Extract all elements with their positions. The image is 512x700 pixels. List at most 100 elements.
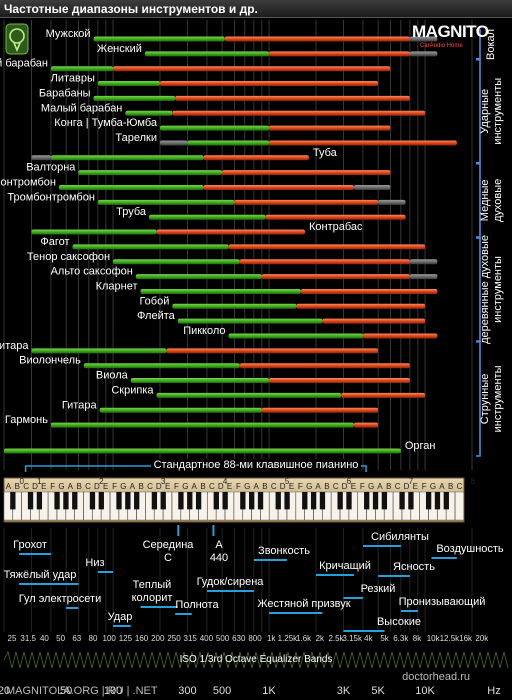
iso-equalizer-bands: 25 31.5 40 50 63 80 100 125 160 200 250 315 400 500 63… <box>3 634 509 669</box>
piano-note-letter: F <box>112 482 117 491</box>
piano-note-letter: F <box>236 482 241 491</box>
bar-harmonics <box>222 170 391 176</box>
piano-black-key <box>72 492 78 510</box>
instrument-label: Барабаны <box>39 87 91 99</box>
instrument-label: Басс тромбонтромбон <box>0 177 56 189</box>
piano-black-key <box>434 492 441 510</box>
piano-note-letter: C <box>209 482 215 491</box>
bar-fundamental <box>156 392 342 398</box>
piano-black-key <box>187 492 193 510</box>
iso-band-label: 160 <box>135 634 149 643</box>
piano-note-letter: F <box>360 482 365 491</box>
annotations: Грохот Тяжёлый удар Низ Гул электросети Удар… <box>4 525 504 632</box>
instrument-label: Скрипка <box>111 384 154 396</box>
piano-octave-number: 2 <box>99 477 104 486</box>
instrument-label: Гармонь <box>5 414 48 426</box>
bar-fundamental <box>97 81 160 87</box>
iso-band-label: 12.5k <box>440 634 461 643</box>
piano-octave-number: 5 <box>285 477 290 486</box>
bar-fundamental <box>50 155 204 161</box>
bar-harmonics <box>113 66 391 72</box>
piano-note-letter: G <box>368 482 374 491</box>
group-label: инструменты <box>492 256 504 323</box>
bar-extended <box>160 140 188 146</box>
annotation-label: Пронизывающий <box>399 596 486 608</box>
bar-fundamental <box>177 318 323 324</box>
piano-note-letter: D <box>404 482 410 491</box>
iso-band-label: 315 <box>184 634 198 643</box>
piano-note-letter: G <box>182 482 188 491</box>
footer-left-text: MAGNITOLA.ORG | RU | .NET <box>6 685 158 697</box>
iso-band-label: 800 <box>248 634 262 643</box>
piano-note-letter: C <box>333 482 339 491</box>
group-label: инструменты <box>492 78 504 145</box>
instrument-label: Литавры <box>51 73 95 85</box>
piano-note-letter: C <box>85 482 91 491</box>
bar-harmonics <box>175 95 410 101</box>
x-unit-label: Hz <box>487 685 500 697</box>
annotation-label: Звонкость <box>258 545 310 557</box>
x-tick-label: 500 <box>213 685 231 697</box>
bar-harmonics <box>322 318 426 324</box>
group-bracket <box>476 341 481 457</box>
piano-note-letter: B <box>200 482 205 491</box>
bar-extended <box>409 36 438 42</box>
window-titlebar: Частотные диапазоны инструментов и др. <box>0 0 512 18</box>
piano-black-key <box>249 492 255 510</box>
group-label: Ударные <box>479 89 491 134</box>
piano-octave-number: 6 <box>347 477 352 486</box>
iso-band-label: 1k <box>267 634 276 643</box>
iso-band-label: 8k <box>413 634 422 643</box>
piano-note-letter: A <box>130 482 136 491</box>
iso-band-label: 31.5 <box>20 634 36 643</box>
instrument-label: Гитара <box>62 399 98 411</box>
piano-note-letter: E <box>351 482 356 491</box>
bar-harmonics <box>296 303 426 309</box>
x-tick-label: 100 <box>104 685 122 697</box>
instrument-label: Валторна <box>26 162 76 174</box>
piano-note-letter: F <box>174 482 179 491</box>
annotation-label: 440 <box>210 552 228 564</box>
instrument-label: Тенор саксофон <box>27 251 110 263</box>
piano-note-letter: E <box>289 482 294 491</box>
piano-black-key <box>10 492 16 510</box>
bar-fundamental <box>50 66 114 72</box>
instrument-label: Мужской <box>46 28 91 40</box>
x-tick-label: 5K <box>371 685 385 697</box>
annotation-label: Воздушность <box>436 543 504 555</box>
piano-note-letter: G <box>430 482 436 491</box>
piano-black-key <box>222 492 228 510</box>
group-label: духовые <box>492 179 504 222</box>
piano-black-key <box>125 492 131 510</box>
annotation-label: Гудок/сирена <box>197 576 265 588</box>
piano-note-letter: E <box>103 482 108 491</box>
iso-band-label: 80 <box>89 634 98 643</box>
bar-harmonics <box>239 259 410 265</box>
piano-black-key <box>134 492 140 510</box>
group-label: инструменты <box>492 365 504 432</box>
annotation-label: Удар <box>108 611 133 623</box>
instrument-label: Орган <box>405 440 436 452</box>
iso-band-label: 200 <box>151 634 165 643</box>
bar-fundamental <box>130 378 270 384</box>
piano-octave-number: 3 <box>161 477 166 486</box>
piano-black-key <box>399 492 405 510</box>
annotation-label: Низ <box>85 557 104 569</box>
piano-note-letter: A <box>192 482 198 491</box>
piano-note-letter: E <box>227 482 232 491</box>
iso-band-label: 10k <box>427 634 441 643</box>
bar-harmonics <box>265 214 406 220</box>
iso-band-label: 20k <box>475 634 489 643</box>
bar-fundamental <box>4 448 401 454</box>
bar-fundamental <box>93 95 176 101</box>
group-bracket <box>476 29 481 60</box>
group-label: Медные <box>479 180 491 222</box>
bar-extended <box>31 155 51 161</box>
piano-black-key <box>310 492 317 510</box>
piano-note-letter: B <box>77 482 82 491</box>
group-bracket <box>476 162 481 238</box>
piano-note-letter: G <box>58 482 64 491</box>
